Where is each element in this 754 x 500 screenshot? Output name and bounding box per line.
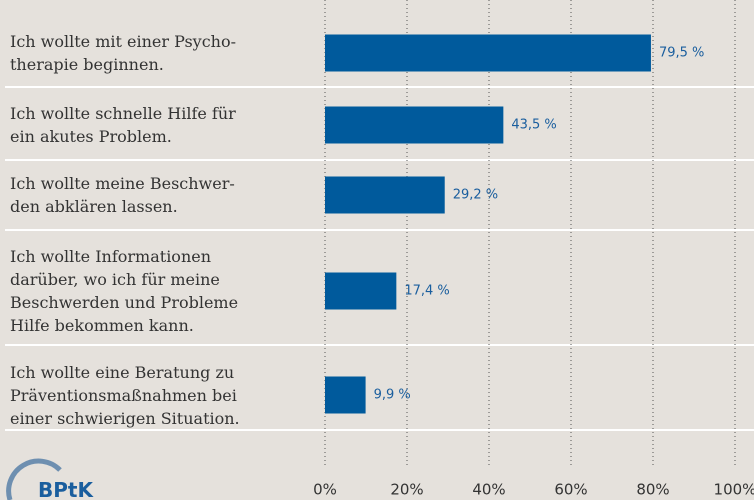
x-tick-label: 0% — [313, 481, 337, 499]
bar — [325, 176, 445, 214]
x-tick-label: 80% — [636, 481, 669, 499]
bar — [325, 106, 504, 144]
bar — [325, 272, 397, 310]
x-tick-label: 20% — [390, 481, 423, 499]
x-tick-label: 60% — [554, 481, 587, 499]
category-label: Ich wollte schnelle Hilfe für ein akutes… — [10, 104, 236, 146]
logo-arc — [6, 458, 62, 500]
logo: BPtK — [38, 478, 94, 500]
bar — [325, 34, 651, 72]
x-tick-label: 100% — [714, 481, 754, 499]
category-label: Ich wollte meine Beschwer- den abklären … — [10, 174, 235, 216]
category-label: Ich wollte Informationen darüber, wo ich… — [10, 247, 239, 335]
value-label: 9,9 % — [374, 388, 411, 403]
value-label: 79,5 % — [659, 46, 704, 61]
bar — [325, 376, 366, 414]
category-label: Ich wollte eine Beratung zu Präventionsm… — [10, 362, 240, 428]
value-label: 43,5 % — [511, 118, 556, 133]
value-label: 17,4 % — [404, 284, 449, 299]
value-label: 29,2 % — [453, 188, 498, 203]
category-label: Ich wollte mit einer Psycho- therapie be… — [10, 32, 237, 74]
x-tick-label: 40% — [472, 481, 505, 499]
